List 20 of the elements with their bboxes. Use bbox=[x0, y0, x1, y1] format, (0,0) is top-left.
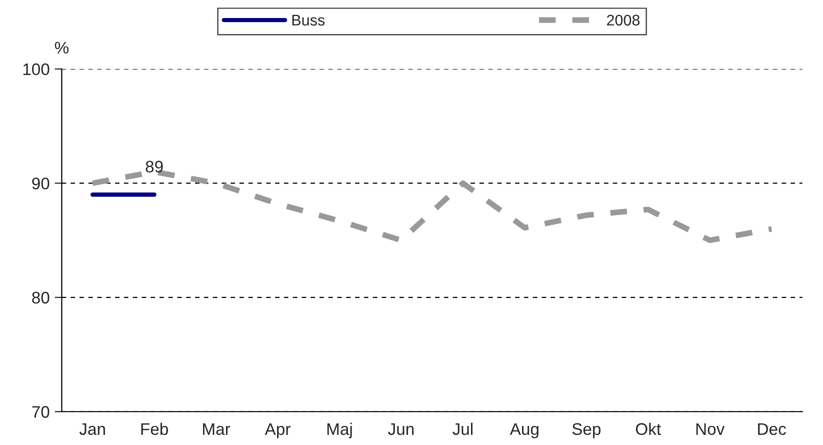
legend-label: 2008 bbox=[607, 14, 640, 26]
x-tick-label: Feb bbox=[141, 422, 168, 435]
y-tick-label: 100 bbox=[23, 63, 50, 76]
x-tick-label: Okt bbox=[636, 422, 661, 435]
y-tick-label: 80 bbox=[32, 292, 50, 304]
x-tick-label: Apr bbox=[264, 423, 290, 438]
y-tick-label: 70 bbox=[32, 406, 50, 418]
data-label: 89 bbox=[146, 160, 163, 173]
x-tick-label: Jun bbox=[388, 423, 414, 435]
x-tick-label: Dec bbox=[758, 423, 786, 435]
y-tick-label: 90 bbox=[32, 178, 50, 190]
x-tick-label: Maj bbox=[327, 422, 352, 438]
x-tick-label: Mar bbox=[203, 423, 230, 435]
legend-label: Buss bbox=[292, 14, 325, 26]
x-tick-label: Jul bbox=[452, 422, 472, 435]
x-tick-label: Sep bbox=[572, 423, 601, 438]
x-tick-label: Aug bbox=[510, 423, 538, 438]
y-axis-title: % bbox=[54, 42, 69, 54]
x-tick-label: Nov bbox=[696, 423, 725, 435]
x-tick-label: Jan bbox=[79, 423, 105, 435]
